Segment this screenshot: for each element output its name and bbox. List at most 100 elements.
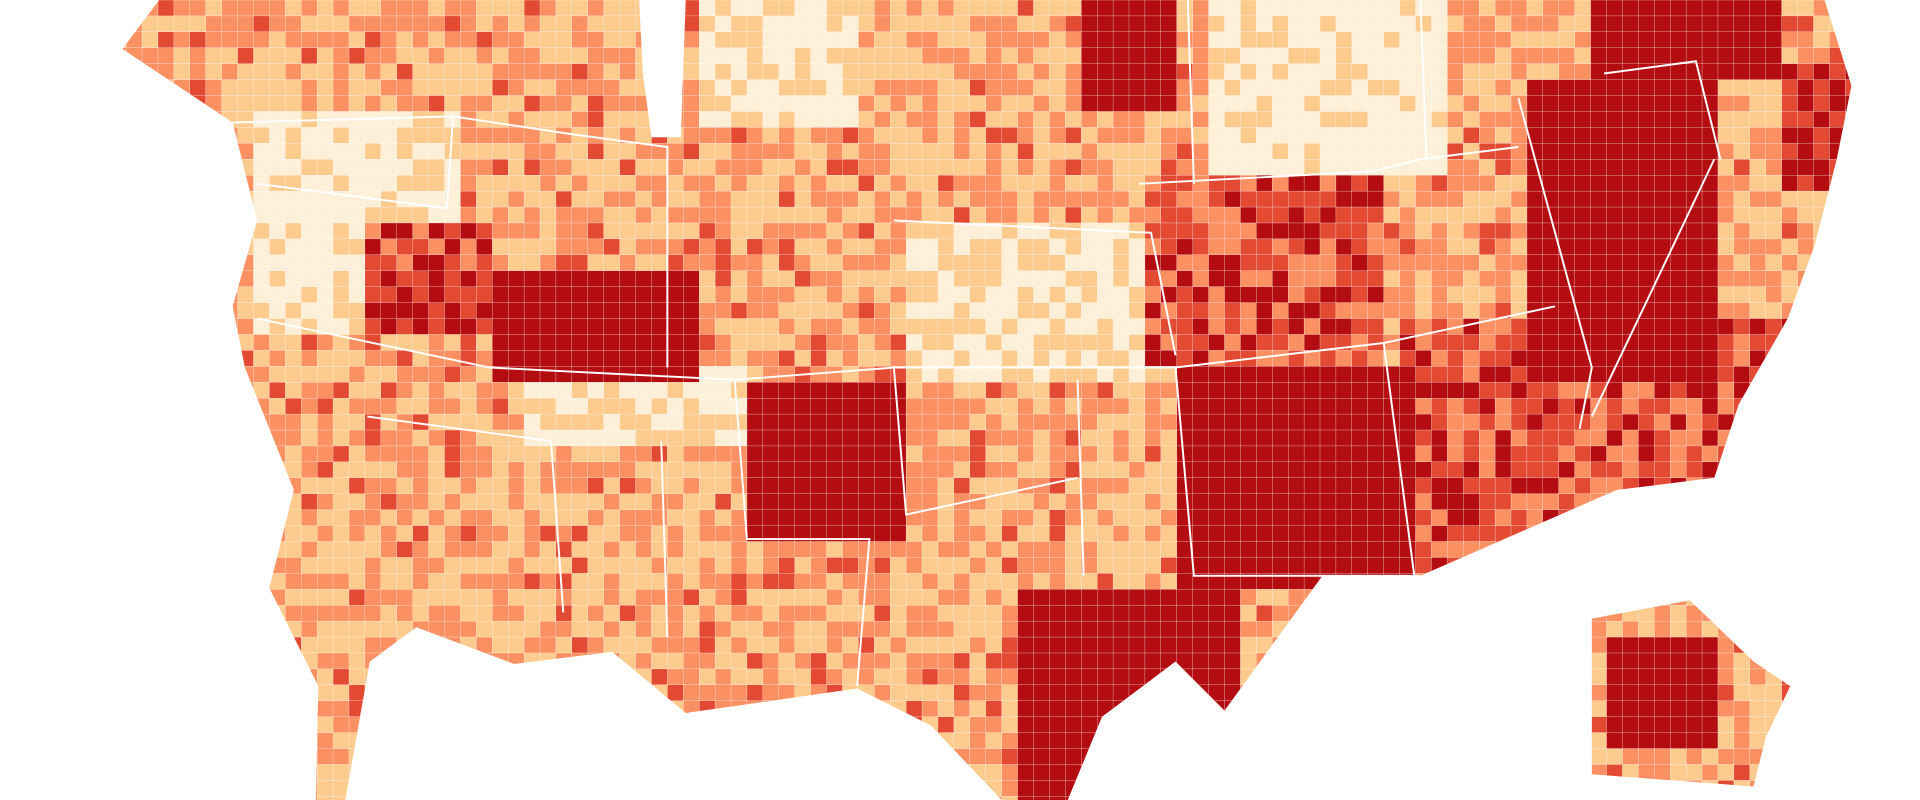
county xyxy=(1303,589,1321,607)
county xyxy=(1272,190,1290,208)
county xyxy=(667,541,685,559)
county xyxy=(1192,652,1210,670)
county xyxy=(1685,605,1703,623)
county xyxy=(1415,541,1433,559)
county xyxy=(858,31,876,49)
county xyxy=(1288,254,1305,272)
county xyxy=(1479,413,1496,431)
county xyxy=(746,636,764,654)
county xyxy=(1049,159,1067,177)
county xyxy=(826,127,844,145)
county xyxy=(1638,382,1656,400)
county xyxy=(1128,461,1146,479)
county xyxy=(269,509,287,527)
county xyxy=(1017,238,1035,256)
county xyxy=(1542,589,1560,607)
county xyxy=(1685,620,1703,638)
county xyxy=(428,47,446,65)
county xyxy=(1351,668,1369,686)
county xyxy=(348,334,366,352)
county xyxy=(985,557,1003,575)
county xyxy=(874,652,892,670)
county xyxy=(1065,0,1083,17)
county xyxy=(125,350,143,368)
county xyxy=(1081,143,1099,161)
county xyxy=(1765,111,1783,129)
county xyxy=(1717,302,1735,320)
county xyxy=(603,668,621,686)
county xyxy=(539,652,557,670)
county xyxy=(1590,605,1608,623)
county xyxy=(1192,270,1210,288)
county xyxy=(1431,652,1449,670)
county xyxy=(1733,63,1751,81)
county xyxy=(1335,254,1353,272)
county xyxy=(1526,79,1544,97)
county xyxy=(316,334,334,352)
county xyxy=(476,573,494,591)
county xyxy=(1447,350,1465,368)
county xyxy=(285,238,303,256)
county xyxy=(1829,0,1847,17)
county xyxy=(842,366,860,384)
county xyxy=(1335,652,1353,670)
county xyxy=(1065,175,1083,193)
county xyxy=(1574,15,1592,33)
county xyxy=(1065,302,1083,320)
county xyxy=(1479,159,1496,177)
county xyxy=(746,445,764,463)
county xyxy=(1733,0,1751,17)
county xyxy=(794,445,812,463)
county xyxy=(539,143,557,161)
county xyxy=(714,318,732,336)
county xyxy=(842,95,860,113)
county xyxy=(1638,398,1656,415)
county xyxy=(1463,461,1481,479)
county xyxy=(460,0,478,17)
county xyxy=(683,15,701,33)
county xyxy=(1590,461,1608,479)
county xyxy=(1415,31,1433,49)
county xyxy=(348,159,366,177)
county xyxy=(1081,668,1099,686)
county xyxy=(1654,525,1672,543)
county xyxy=(1319,111,1337,129)
county xyxy=(1622,95,1640,113)
county xyxy=(1192,0,1210,17)
county xyxy=(953,589,971,607)
county xyxy=(762,95,780,113)
county xyxy=(1001,493,1019,511)
county xyxy=(1272,366,1290,384)
county xyxy=(253,557,271,575)
county xyxy=(746,111,764,129)
county xyxy=(173,573,191,591)
county xyxy=(460,190,478,208)
county xyxy=(1224,589,1242,607)
county xyxy=(122,716,128,734)
county xyxy=(1224,318,1242,336)
county xyxy=(1638,668,1656,686)
county xyxy=(1479,429,1496,447)
county xyxy=(1765,350,1783,368)
county xyxy=(778,413,796,431)
county xyxy=(1574,31,1592,49)
county xyxy=(699,63,716,81)
county xyxy=(1701,15,1719,33)
county xyxy=(1829,652,1847,670)
county xyxy=(1335,222,1353,240)
county xyxy=(205,557,223,575)
county xyxy=(762,286,780,304)
county xyxy=(476,620,494,638)
county xyxy=(842,190,860,208)
county xyxy=(1176,0,1194,17)
county xyxy=(1510,541,1528,559)
county xyxy=(1208,111,1226,129)
county xyxy=(1399,15,1417,33)
county xyxy=(1399,398,1417,415)
county xyxy=(1542,366,1560,384)
county xyxy=(571,15,589,33)
county xyxy=(571,286,589,304)
county xyxy=(1479,620,1496,638)
county xyxy=(1781,668,1799,686)
county xyxy=(141,445,159,463)
